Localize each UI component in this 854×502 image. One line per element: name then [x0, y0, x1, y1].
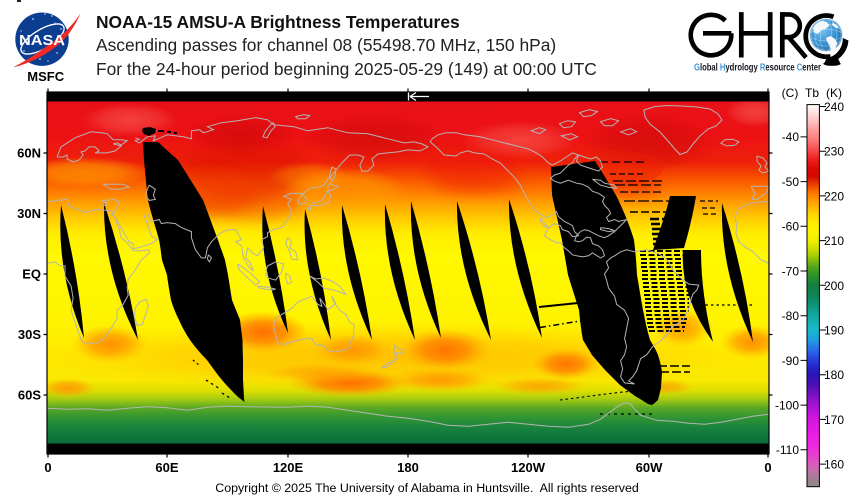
svg-text:220: 220: [824, 190, 844, 204]
svg-text:-70: -70: [782, 265, 800, 279]
svg-text:0: 0: [764, 460, 771, 475]
svg-text:60S: 60S: [18, 388, 41, 403]
svg-text:240: 240: [824, 100, 844, 114]
svg-text:-80: -80: [782, 309, 800, 323]
svg-text:30S: 30S: [18, 327, 41, 342]
svg-text:190: 190: [824, 324, 844, 338]
svg-text:NASA: NASA: [19, 33, 66, 49]
svg-text:200: 200: [824, 279, 844, 293]
svg-text:60E: 60E: [155, 460, 178, 475]
svg-text:230: 230: [824, 145, 844, 159]
svg-text:-40: -40: [782, 130, 800, 144]
svg-text:-50: -50: [782, 175, 800, 189]
svg-text:-110: -110: [776, 443, 799, 457]
svg-text:180: 180: [397, 460, 419, 475]
svg-text:-90: -90: [782, 354, 800, 368]
svg-text:0: 0: [44, 460, 51, 475]
svg-text:(K): (K): [826, 86, 842, 100]
svg-text:EQ: EQ: [22, 267, 41, 282]
svg-text:180: 180: [824, 368, 844, 382]
svg-text:120E: 120E: [273, 460, 304, 475]
svg-text:MSFC: MSFC: [27, 69, 64, 84]
svg-text:Tb: Tb: [805, 86, 819, 100]
svg-text:60W: 60W: [636, 460, 663, 475]
svg-text:160: 160: [824, 458, 844, 472]
svg-text:Global Hydrology Resource Cent: Global Hydrology Resource Center: [694, 63, 821, 74]
svg-text:120W: 120W: [511, 460, 546, 475]
svg-text:170: 170: [824, 413, 844, 427]
svg-text:210: 210: [824, 234, 844, 248]
svg-text:60N: 60N: [17, 146, 41, 161]
svg-text:-100: -100: [775, 399, 799, 413]
svg-text:-60: -60: [782, 220, 800, 234]
svg-text:(C): (C): [782, 86, 799, 100]
svg-text:30N: 30N: [17, 206, 41, 221]
